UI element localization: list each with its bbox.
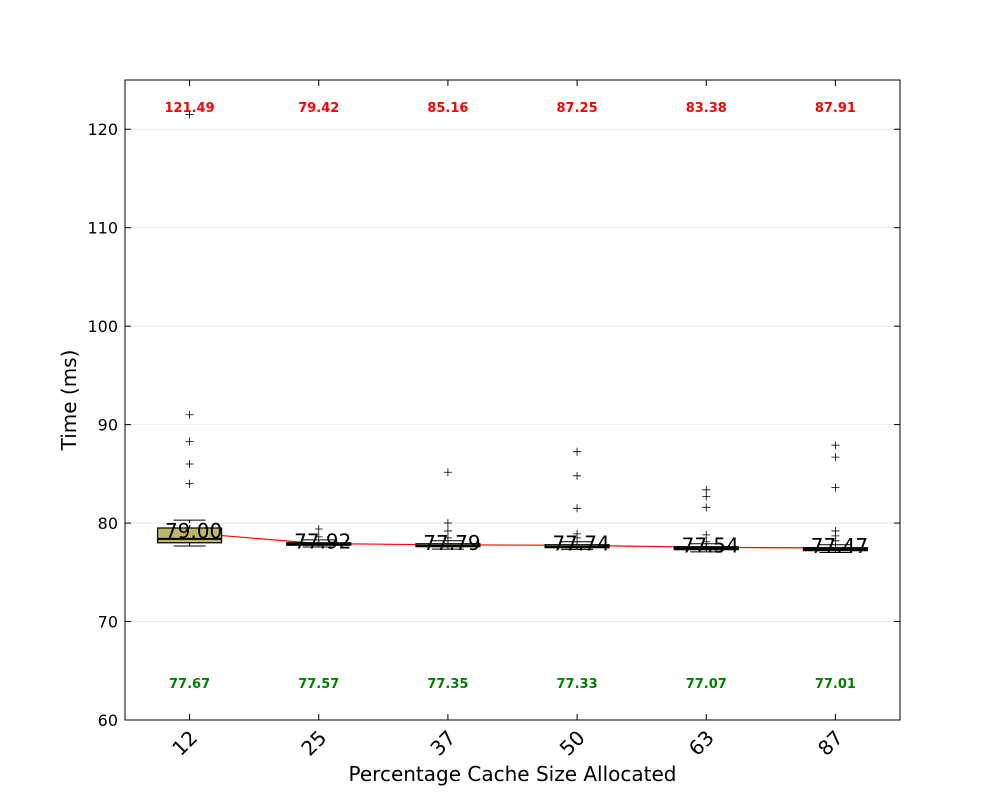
min-value-label: 77.67 <box>169 677 210 692</box>
mean-value-label: 77.74 <box>552 531 609 555</box>
labels-layer: 121.49 77.67 79.00 79.42 77.57 77.92 85.16 77.3… <box>164 101 868 692</box>
outlier-point <box>314 524 323 533</box>
outlier-point <box>702 503 711 512</box>
outlier-point <box>702 530 711 539</box>
outlier-point <box>702 492 711 501</box>
mean-value-label: 77.47 <box>811 534 868 558</box>
y-tick-label: 110 <box>87 219 118 238</box>
outlier-point <box>185 460 194 468</box>
plot-frame <box>124 79 901 721</box>
x-axis-label: Percentage Cache Size Allocated <box>349 762 677 786</box>
box-50 <box>544 447 610 550</box>
y-tick-label: 120 <box>87 120 118 139</box>
y-tick-label: 100 <box>87 317 118 336</box>
mean-value-label: 79.00 <box>165 519 222 543</box>
outlier-point <box>314 532 323 541</box>
outlier-point <box>573 504 582 513</box>
mean-value-label: 77.79 <box>423 531 480 555</box>
boxes-layer <box>156 110 869 554</box>
mean-value-label: 77.92 <box>294 530 351 554</box>
outlier-point <box>185 410 194 419</box>
outlier-point <box>185 110 194 119</box>
max-value-label: 121.49 <box>164 101 214 116</box>
outlier-point <box>443 533 452 542</box>
box-12 <box>156 110 223 547</box>
outlier-point <box>443 519 452 528</box>
max-value-label: 85.16 <box>427 101 468 116</box>
outlier-point <box>185 479 194 488</box>
max-value-label: 79.42 <box>298 101 339 116</box>
min-value-label: 77.57 <box>298 677 339 692</box>
outlier-point <box>831 453 840 462</box>
max-value-label: 87.91 <box>815 101 856 116</box>
y-axis-label: Time (ms) <box>57 350 81 452</box>
box-25 <box>286 524 352 548</box>
box-37 <box>415 468 481 550</box>
outlier-point <box>831 526 840 535</box>
min-value-label: 77.35 <box>427 677 468 692</box>
mean-value-label: 77.54 <box>682 533 739 557</box>
box-87 <box>802 441 869 554</box>
outlier-point <box>443 526 452 535</box>
outlier-point <box>573 471 582 480</box>
y-tick-label: 80 <box>98 514 118 533</box>
outlier-point <box>573 529 582 538</box>
min-value-label: 77.07 <box>686 677 727 692</box>
max-value-label: 83.38 <box>686 101 727 116</box>
outlier-point <box>573 447 582 456</box>
min-value-label: 77.33 <box>557 677 598 692</box>
min-value-label: 77.01 <box>815 677 856 692</box>
outlier-point <box>831 441 840 450</box>
box-63 <box>673 485 739 553</box>
outlier-point <box>443 468 452 477</box>
max-value-label: 87.25 <box>557 101 598 116</box>
y-tick-label: 70 <box>98 613 118 632</box>
y-tick-label: 90 <box>98 416 118 435</box>
y-tick-label: 60 <box>98 711 118 730</box>
outlier-point <box>831 483 840 492</box>
outlier-point <box>702 485 711 494</box>
outlier-point <box>185 437 194 446</box>
outlier-point <box>702 537 711 546</box>
grid-layer <box>125 128 900 622</box>
